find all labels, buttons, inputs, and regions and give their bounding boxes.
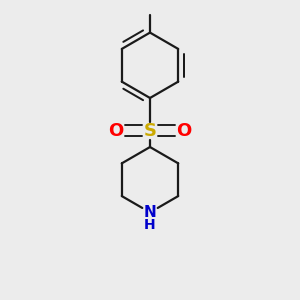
Text: O: O bbox=[108, 122, 123, 140]
Text: S: S bbox=[143, 122, 157, 140]
Text: H: H bbox=[144, 218, 156, 232]
Text: O: O bbox=[177, 122, 192, 140]
Text: N: N bbox=[144, 205, 156, 220]
